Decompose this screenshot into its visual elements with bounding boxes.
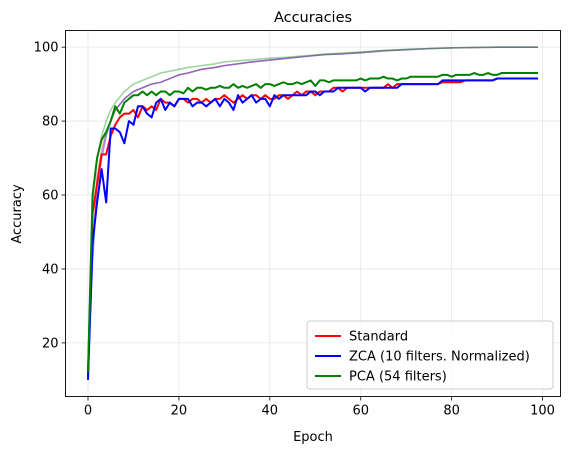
- legend: Standard ZCA (10 filters. Normalized) PCA …: [306, 320, 554, 390]
- grid-lines: [65, 30, 561, 397]
- legend-label: ZCA (10 filters. Normalized): [349, 350, 530, 365]
- plot-frame: [65, 30, 561, 397]
- legend-box: [306, 320, 554, 390]
- y-tick-label: 100: [34, 41, 59, 56]
- x-tick-label: 100: [530, 404, 555, 419]
- axis-ticks: 0 20 40 60 80 100 20 40 60 80 100: [34, 41, 555, 419]
- y-tick-label: 20: [42, 336, 59, 351]
- legend-label: Standard: [349, 330, 408, 345]
- series-line-pca-54-filters: [87, 72, 538, 373]
- y-tick-label: 60: [42, 189, 59, 204]
- x-axis-label: Epoch: [293, 430, 333, 445]
- training-accuracy-line: [87, 46, 538, 369]
- y-axis-label: Accuracy: [10, 184, 25, 244]
- y-tick-label: 40: [42, 262, 59, 277]
- x-tick-label: 40: [262, 404, 279, 419]
- series-lines: [87, 46, 538, 380]
- x-tick-label: 20: [171, 404, 188, 419]
- x-tick-label: 0: [84, 404, 92, 419]
- legend-label: PCA (54 filters): [349, 370, 447, 385]
- x-tick-label: 80: [443, 404, 460, 419]
- x-tick-label: 60: [352, 404, 369, 419]
- series-line-zca-10-filters-normalized: [87, 77, 538, 380]
- chart-title: Accuracies: [274, 10, 352, 26]
- y-tick-label: 80: [42, 115, 59, 130]
